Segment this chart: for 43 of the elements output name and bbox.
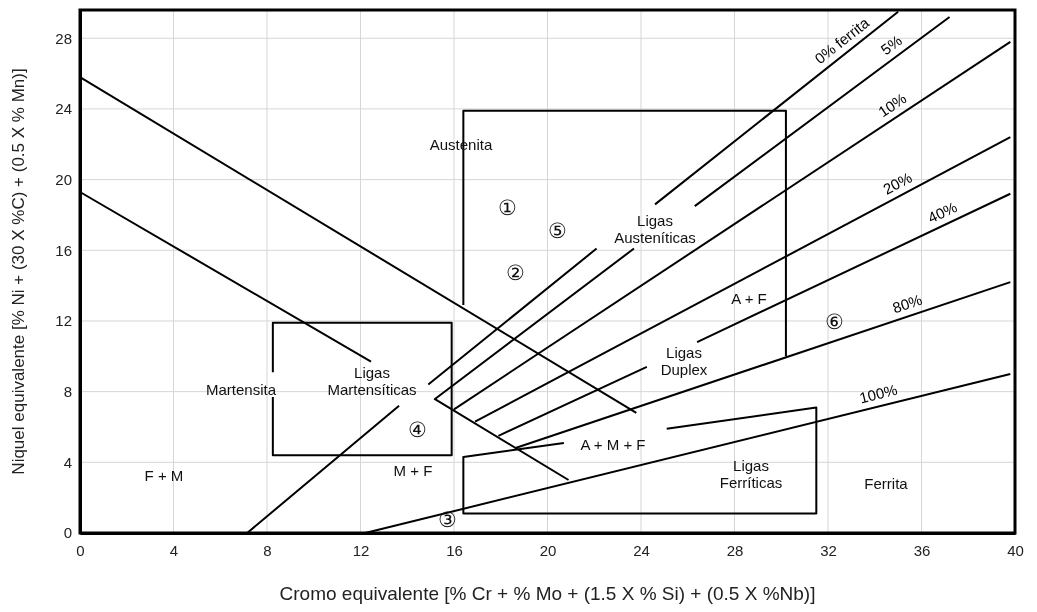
annotation: Ferrita <box>864 475 909 493</box>
y-axis-title: Niquel equivalente [% Ni + (30 X %C) + (0.5 X % Mn)] <box>9 68 28 475</box>
text: 80% <box>890 290 925 317</box>
annotation: A + M + F <box>580 436 646 454</box>
x-tick-label: 24 <box>633 541 650 559</box>
x-tick-label: 12 <box>352 541 370 559</box>
x-tick-label: 4 <box>169 541 179 559</box>
annotation: ④ <box>407 418 427 442</box>
y-tick-label: 20 <box>55 170 72 188</box>
x-tick-label: 40 <box>1007 541 1024 559</box>
text: 10% <box>874 89 910 121</box>
y-tick-label: 4 <box>63 453 72 471</box>
x-tick-label: 36 <box>913 541 931 559</box>
text: 100% <box>857 380 899 407</box>
x-tick-label: 8 <box>263 541 272 559</box>
annotation: M + F <box>393 462 433 480</box>
annotation: ② <box>505 261 525 285</box>
annotation: Martensita <box>205 381 277 399</box>
annotation: Ligas Ferríticas <box>719 457 783 491</box>
annotation: F + M <box>144 467 184 485</box>
x-tick-label: 20 <box>539 541 557 559</box>
y-tick-label: 28 <box>55 29 72 47</box>
x-tick-label: 16 <box>446 541 463 559</box>
text: 5% <box>877 31 905 59</box>
x-tick-label: 28 <box>726 541 744 559</box>
annotation: ③ <box>437 508 457 532</box>
y-tick-label: 0 <box>63 524 72 542</box>
text: 40% <box>925 198 960 227</box>
annotation: Ligas Austeníticas <box>614 212 696 246</box>
annotation: Ligas Duplex <box>660 344 708 378</box>
annotation: ⑥ <box>824 310 844 334</box>
x-axis-title: Cromo equivalente [% Cr + % Mo + (1.5 X % Si) + (0.5 X %Nb)] <box>279 583 816 604</box>
annotation: ⑤ <box>547 219 567 243</box>
y-tick-label: 24 <box>55 100 72 118</box>
text: 20% <box>880 168 915 198</box>
y-tick-label: 16 <box>55 241 72 259</box>
annotation: Ligas Martensíticas <box>327 364 417 398</box>
y-tick-label: 12 <box>55 312 72 330</box>
y-tick-label: 8 <box>63 382 72 400</box>
x-tick-label: 0 <box>76 541 85 559</box>
x-tick-label: 32 <box>820 541 837 559</box>
annotation: A + F <box>731 290 767 308</box>
annotation: ① <box>497 196 517 220</box>
